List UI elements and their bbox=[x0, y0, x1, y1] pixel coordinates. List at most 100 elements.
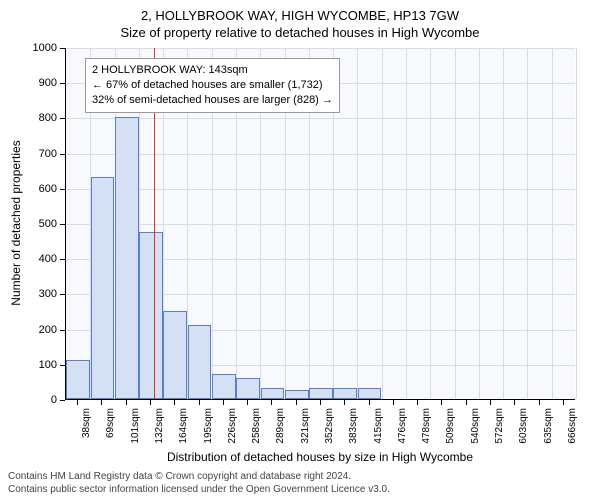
gridline-v bbox=[552, 48, 553, 399]
histogram-bar bbox=[139, 232, 163, 399]
xtick-label: 38sqm bbox=[81, 408, 92, 438]
annotation-box: 2 HOLLYBROOK WAY: 143sqm ← 67% of detach… bbox=[85, 58, 340, 113]
histogram-bar bbox=[212, 374, 236, 399]
ytick-label: 500 bbox=[25, 218, 57, 230]
xtick-label: 69sqm bbox=[105, 408, 116, 438]
gridline-h bbox=[66, 48, 575, 49]
gridline-v bbox=[503, 48, 504, 399]
xtick-label: 415sqm bbox=[373, 408, 384, 444]
xtick-mark bbox=[539, 400, 540, 405]
xtick-label: 635sqm bbox=[543, 408, 554, 444]
gridline-h bbox=[66, 154, 575, 155]
ytick-mark bbox=[60, 189, 65, 190]
gridline-h bbox=[66, 224, 575, 225]
histogram-bar bbox=[115, 117, 139, 399]
gridline-v bbox=[527, 48, 528, 399]
chart-subtitle: Size of property relative to detached ho… bbox=[0, 23, 600, 40]
xtick-mark bbox=[514, 400, 515, 405]
ytick-label: 1000 bbox=[25, 42, 57, 54]
histogram-bar bbox=[91, 177, 115, 399]
annotation-line-2: ← 67% of detached houses are smaller (1,… bbox=[92, 78, 333, 93]
ytick-label: 300 bbox=[25, 288, 57, 300]
xtick-mark bbox=[441, 400, 442, 405]
histogram-bar bbox=[66, 360, 90, 399]
gridline-v bbox=[479, 48, 480, 399]
ytick-mark bbox=[60, 224, 65, 225]
ytick-mark bbox=[60, 294, 65, 295]
xtick-label: 164sqm bbox=[178, 408, 189, 444]
xtick-mark bbox=[393, 400, 394, 405]
ytick-label: 200 bbox=[25, 324, 57, 336]
histogram-bar bbox=[309, 388, 333, 399]
gridline-v bbox=[357, 48, 358, 399]
gridline-v bbox=[455, 48, 456, 399]
ytick-label: 400 bbox=[25, 253, 57, 265]
xtick-label: 195sqm bbox=[203, 408, 214, 444]
xtick-label: 226sqm bbox=[227, 408, 238, 444]
footer-line-1: Contains HM Land Registry data © Crown c… bbox=[8, 470, 390, 483]
ytick-label: 0 bbox=[25, 394, 57, 406]
xtick-mark bbox=[77, 400, 78, 405]
ytick-label: 800 bbox=[25, 112, 57, 124]
footer-line-2: Contains public sector information licen… bbox=[8, 483, 390, 496]
xtick-mark bbox=[199, 400, 200, 405]
ytick-label: 100 bbox=[25, 359, 57, 371]
xtick-label: 572sqm bbox=[494, 408, 505, 444]
histogram-bar bbox=[188, 325, 212, 399]
xtick-mark bbox=[271, 400, 272, 405]
gridline-v bbox=[382, 48, 383, 399]
chart-title: 2, HOLLYBROOK WAY, HIGH WYCOMBE, HP13 7G… bbox=[0, 0, 600, 23]
ytick-label: 900 bbox=[25, 77, 57, 89]
xtick-mark bbox=[417, 400, 418, 405]
xtick-label: 476sqm bbox=[397, 408, 408, 444]
xtick-label: 540sqm bbox=[470, 408, 481, 444]
xtick-label: 321sqm bbox=[300, 408, 311, 444]
histogram-bar bbox=[358, 388, 382, 399]
xtick-mark bbox=[344, 400, 345, 405]
footer-attribution: Contains HM Land Registry data © Crown c… bbox=[8, 470, 390, 496]
ytick-mark bbox=[60, 365, 65, 366]
xtick-label: 101sqm bbox=[130, 408, 141, 444]
ytick-mark bbox=[60, 400, 65, 401]
ytick-label: 700 bbox=[25, 148, 57, 160]
histogram-bar bbox=[236, 378, 260, 399]
histogram-bar bbox=[285, 390, 309, 399]
xtick-label: 478sqm bbox=[421, 408, 432, 444]
xtick-mark bbox=[174, 400, 175, 405]
xtick-mark bbox=[490, 400, 491, 405]
xtick-mark bbox=[296, 400, 297, 405]
xtick-label: 258sqm bbox=[251, 408, 262, 444]
xtick-label: 383sqm bbox=[348, 408, 359, 444]
ytick-mark bbox=[60, 154, 65, 155]
gridline-v bbox=[576, 48, 577, 399]
xtick-mark bbox=[369, 400, 370, 405]
y-axis-label: Number of detached properties bbox=[9, 133, 23, 313]
xtick-mark bbox=[563, 400, 564, 405]
xtick-mark bbox=[126, 400, 127, 405]
gridline-v bbox=[406, 48, 407, 399]
histogram-bar bbox=[333, 388, 357, 399]
ytick-mark bbox=[60, 48, 65, 49]
ytick-label: 600 bbox=[25, 183, 57, 195]
ytick-mark bbox=[60, 83, 65, 84]
xtick-label: 666sqm bbox=[567, 408, 578, 444]
x-axis-label: Distribution of detached houses by size … bbox=[65, 450, 575, 464]
ytick-mark bbox=[60, 259, 65, 260]
xtick-mark bbox=[320, 400, 321, 405]
histogram-bar bbox=[163, 311, 187, 399]
gridline-h bbox=[66, 189, 575, 190]
annotation-line-1: 2 HOLLYBROOK WAY: 143sqm bbox=[92, 63, 333, 78]
xtick-label: 603sqm bbox=[518, 408, 529, 444]
xtick-label: 132sqm bbox=[154, 408, 165, 444]
xtick-label: 352sqm bbox=[324, 408, 335, 444]
xtick-label: 289sqm bbox=[275, 408, 286, 444]
ytick-mark bbox=[60, 330, 65, 331]
xtick-mark bbox=[466, 400, 467, 405]
xtick-mark bbox=[101, 400, 102, 405]
xtick-label: 509sqm bbox=[445, 408, 456, 444]
gridline-v bbox=[430, 48, 431, 399]
xtick-mark bbox=[150, 400, 151, 405]
histogram-bar bbox=[261, 388, 285, 399]
xtick-mark bbox=[247, 400, 248, 405]
ytick-mark bbox=[60, 118, 65, 119]
